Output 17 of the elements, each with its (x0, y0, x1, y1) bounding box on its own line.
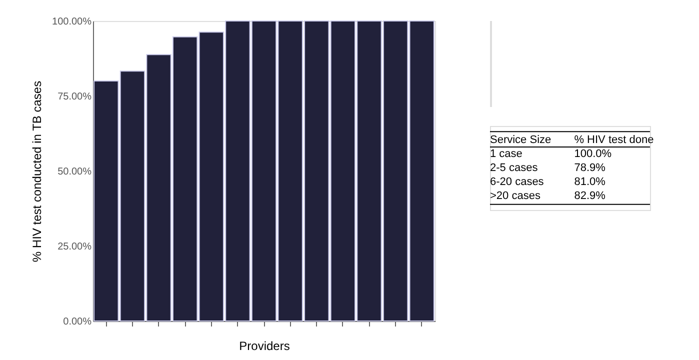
text: 100.0% (574, 148, 612, 160)
text: 81.0% (574, 176, 606, 188)
text: >20 cases (490, 190, 541, 202)
text: % HIV test done (574, 134, 654, 146)
text: 78.9% (574, 162, 606, 174)
y-tick-label: 0.00% (63, 316, 92, 328)
y-tick-label: 50.00% (58, 166, 92, 178)
y-tick-label: 100.00% (52, 16, 92, 28)
text: 82.9% (574, 190, 606, 202)
y-tick-label: 75.00% (58, 92, 92, 102)
text: 1 case (490, 148, 522, 160)
text: Service Size (490, 134, 552, 146)
x-axis-title: Providers (239, 339, 290, 353)
y-tick-label: 25.00% (58, 242, 92, 252)
text: 2-5 cases (490, 162, 538, 174)
y-axis-title: % HIV test conducted in TB cases (30, 80, 44, 262)
text: 6-20 cases (490, 176, 544, 188)
